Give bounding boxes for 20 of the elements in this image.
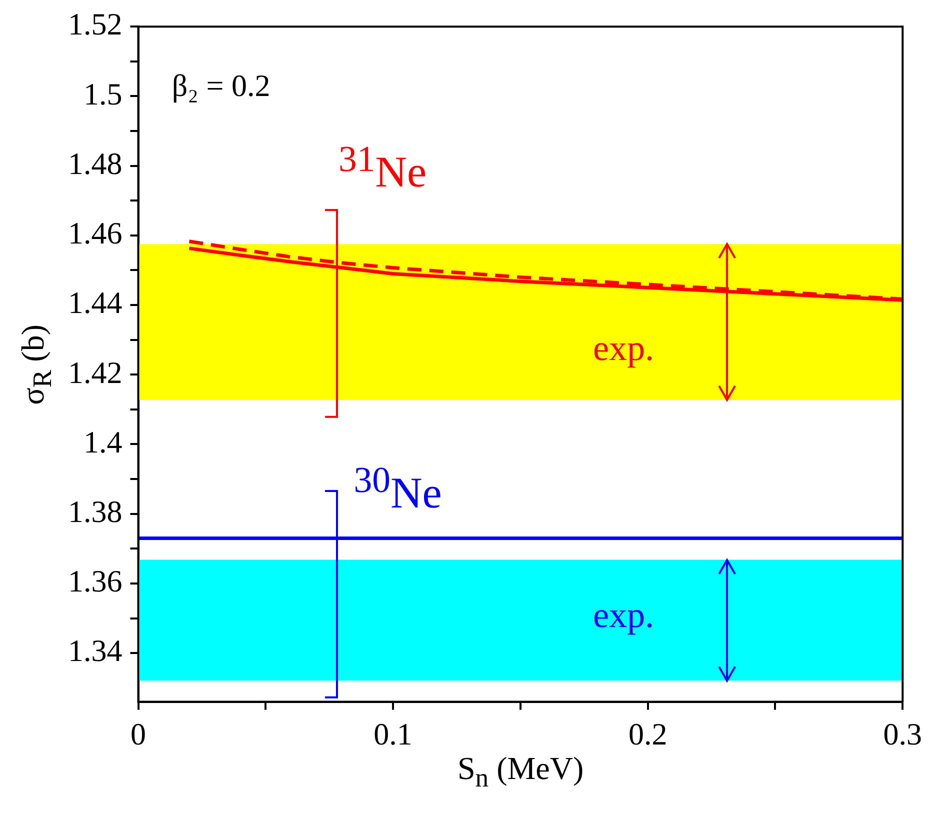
x-axis-title: S$_{n}$ (MeV) [457, 750, 584, 794]
x-tick-label: 0.3 [883, 716, 922, 752]
y-tick-label: 1.48 [68, 146, 122, 181]
y-tick-label: 1.46 [68, 216, 122, 251]
y-tick-label: 1.52 [68, 6, 122, 42]
x-tick-label: 0 [130, 716, 146, 752]
y-tick-label: 1.42 [68, 354, 122, 390]
y-tick-label: 1.36 [68, 564, 122, 599]
y-tick-label: 1.34 [68, 633, 123, 668]
x-tick-label: 0.1 [374, 716, 412, 752]
annotation: $^{30}$Ne [354, 459, 442, 518]
annotation: exp. [593, 595, 654, 636]
y-tick-label: 1.5 [84, 76, 122, 112]
y-tick-label: 1.44 [68, 285, 123, 320]
annotation: $^{31}$Ne [338, 138, 426, 198]
annotation: exp. [593, 328, 654, 368]
annotation: β₂ = 0.2 [172, 68, 270, 104]
x-tick-label: 0.2 [628, 716, 668, 752]
y-tick-label: 1.38 [68, 494, 122, 529]
y-tick-label: 1.4 [84, 424, 123, 460]
